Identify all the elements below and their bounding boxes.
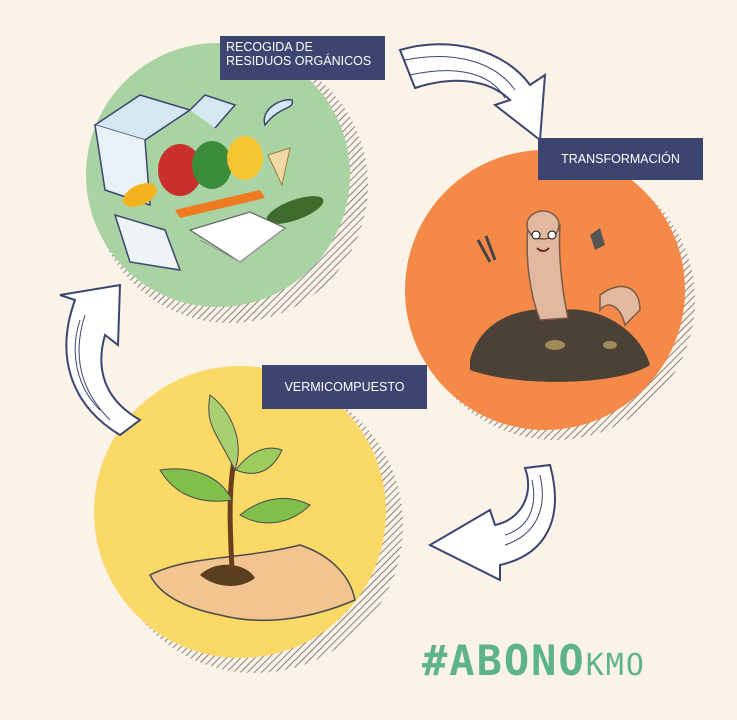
arrow-collect-to-transform [398, 43, 547, 142]
vegetables-icon [123, 136, 324, 224]
egg-carton-icon [188, 211, 287, 263]
arrow-transform-to-vermi [427, 463, 556, 582]
sprout-hand-illustration [148, 394, 356, 621]
step-label-vermi: VERMICOMPUESTO [262, 365, 427, 409]
hashtag-logo: #ABONOKMO [422, 636, 646, 685]
organic-waste-illustration [93, 94, 294, 271]
worm-illustration [470, 210, 650, 382]
hashtag-main: #ABONO [422, 636, 586, 685]
arrow-vermi-to-collect [59, 283, 142, 437]
step-label-collect: RECOGIDA DE RESIDUOS ORGÁNICOS [220, 36, 385, 80]
step-label-transform: TRANSFORMACIÓN [538, 138, 703, 180]
hashtag-suffix: KMO [585, 648, 646, 683]
